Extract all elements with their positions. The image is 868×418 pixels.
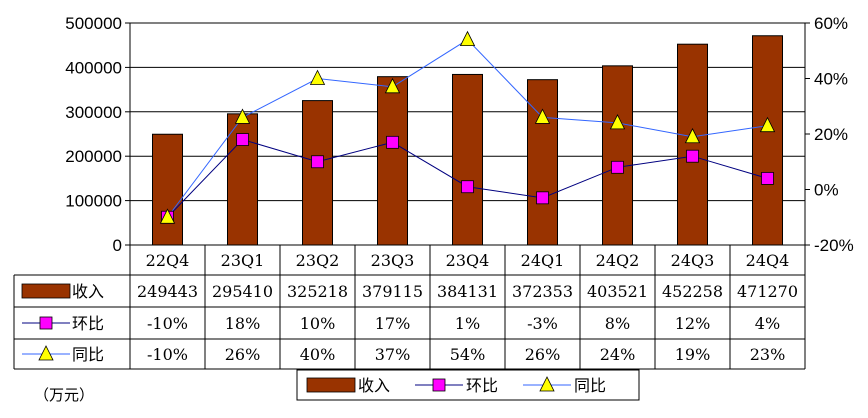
table-cell: 379115 [362,282,423,301]
right-axis-tick-label: 60% [814,14,848,33]
mom-marker [311,155,324,169]
table-cell: -10% [147,345,188,364]
table-cell: 12% [675,314,711,333]
table-series-name: 同比 [72,345,104,364]
table-series-name: 环比 [72,314,104,333]
table-cell: 452258 [662,282,723,301]
table-cell: -3% [527,314,558,333]
data-table: 22Q4 23Q1 23Q2 23Q3 23Q4 24Q1 24Q2 24Q3 24Q4 收入 24… [13,244,806,370]
category-label: 23Q3 [371,251,415,270]
category-label: 22Q4 [146,251,190,270]
category-label: 24Q3 [671,251,715,270]
table-cell: 10% [300,314,336,333]
table-cell: 26% [225,345,261,364]
right-axis-tick-label: -20% [814,236,854,255]
mom-marker [461,180,474,194]
yoy-marker [459,30,476,47]
table-cell: 24% [600,345,636,364]
table-cell: 295410 [212,282,273,301]
table-cell: 37% [375,345,411,364]
legend-label-mom: 环比 [466,376,498,395]
table-cell: 4% [755,314,780,333]
left-axis-tick-label: 200000 [65,147,122,166]
table-cell: 249443 [137,282,198,301]
table-cell: 23% [750,345,786,364]
left-axis-tick-label: 300000 [65,103,122,122]
line-series [159,30,776,224]
table-cell: 54% [450,345,486,364]
revenue-bar [527,79,558,246]
table-cell: -10% [147,314,188,333]
mom-marker [432,378,446,392]
left-axis-tick-label: 100000 [65,192,122,211]
table-cell: 1% [455,314,480,333]
mom-marker [611,160,624,174]
table-cell: 372353 [512,282,573,301]
right-axis-tick-label: 20% [814,125,848,144]
yoy-marker [309,69,326,85]
yoy-marker [684,127,701,144]
table-cell: 18% [225,314,261,333]
left-axis-tick-label: 500000 [65,14,122,33]
table-cell: 384131 [437,282,498,301]
left-axis-tick-label: 0 [113,236,122,255]
revenue-bar [302,100,333,246]
table-cell: 19% [675,345,711,364]
unit-label: （万元） [34,386,95,404]
revenue-bar [677,43,708,246]
axis-tick-labels: 0 100000 200000 300000 400000 500000 -20% 0% 20%… [65,14,853,255]
mom-marker [39,316,53,330]
legend-label-revenue: 收入 [358,376,390,395]
table-cell: 471270 [737,282,798,301]
table-cell: 40% [300,345,336,364]
category-label: 24Q4 [746,251,790,270]
mom-marker [761,171,774,185]
table-cell: 17% [375,314,411,333]
mom-marker [386,135,399,149]
category-label: 23Q1 [221,251,265,270]
bar-series-revenue [152,35,783,246]
right-axis-tick-label: 40% [814,70,848,89]
category-label: 23Q2 [296,251,340,270]
table-cell: 403521 [587,282,648,301]
revenue-bar [377,76,408,246]
revenue-bar [752,35,783,246]
mom-marker [236,133,249,146]
yoy-marker [234,108,251,124]
category-label: 24Q1 [521,251,565,270]
right-axis-tick-label: 0% [814,181,839,200]
table-key-revenue [21,283,71,299]
legend: 收入 环比 同比 [296,369,640,401]
yoy-marker [609,114,626,130]
revenue-bar [602,65,633,246]
yoy-marker [534,108,551,124]
revenue-bar [152,133,183,246]
revenue-bar [452,73,483,246]
yoy-marker [159,208,176,224]
legend-label-yoy: 同比 [574,376,606,395]
mom-marker [536,191,549,205]
legend-key-revenue [306,377,356,393]
table-cell: 325218 [287,282,348,301]
category-label: 24Q2 [596,251,640,270]
yoy-marker [759,116,776,133]
mom-marker [686,149,699,163]
left-axis-tick-label: 400000 [65,58,122,77]
yoy-marker [539,376,555,392]
yoy-marker [384,77,401,94]
table-cell: 26% [525,345,561,364]
category-label: 23Q4 [446,251,490,270]
table-series-name: 收入 [72,282,104,301]
yoy-marker [38,345,54,361]
table-cell: 8% [605,314,630,333]
